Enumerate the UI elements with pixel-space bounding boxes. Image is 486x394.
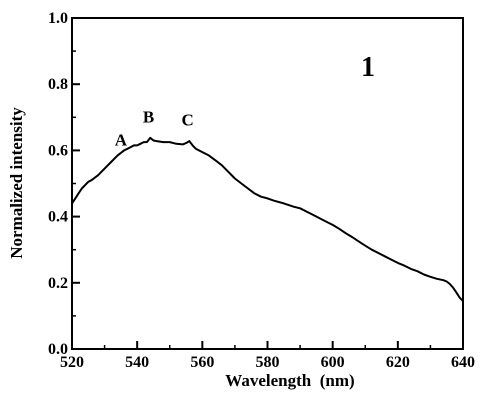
x-tick-label: 560 [190,354,214,371]
peak-annotation-a: A [115,130,128,149]
ticks-layer [71,17,464,350]
y-tick-label: 0.4 [48,209,68,226]
annotations-layer: AB C [115,107,194,149]
panel-label: 1 [361,52,375,83]
x-tick-label: 600 [321,354,345,371]
y-tick-label: 0.0 [48,341,68,358]
x-axis-title: Wavelength (nm) [225,371,354,390]
y-tick-label: 0.6 [48,142,68,159]
y-tick-label: 0.2 [48,275,68,292]
peak-annotation-b: B [143,107,154,126]
peak-annotation-c: C [182,111,194,130]
plot-frame [71,17,464,350]
y-axis-title: Normalized intensity [7,107,26,259]
series-line [71,136,464,302]
y-tick-label: 1.0 [48,10,68,27]
tick-labels-layer: 520 540 560 580 600 620 640 0.0 0.2 0.4 0.6 0.8 1.0 [48,10,475,371]
x-tick-label: 640 [451,354,475,371]
y-tick-label: 0.8 [48,76,68,93]
x-tick-label: 580 [256,354,280,371]
x-tick-label: 620 [386,354,410,371]
x-tick-label: 520 [60,354,84,371]
x-tick-label: 540 [125,354,149,371]
